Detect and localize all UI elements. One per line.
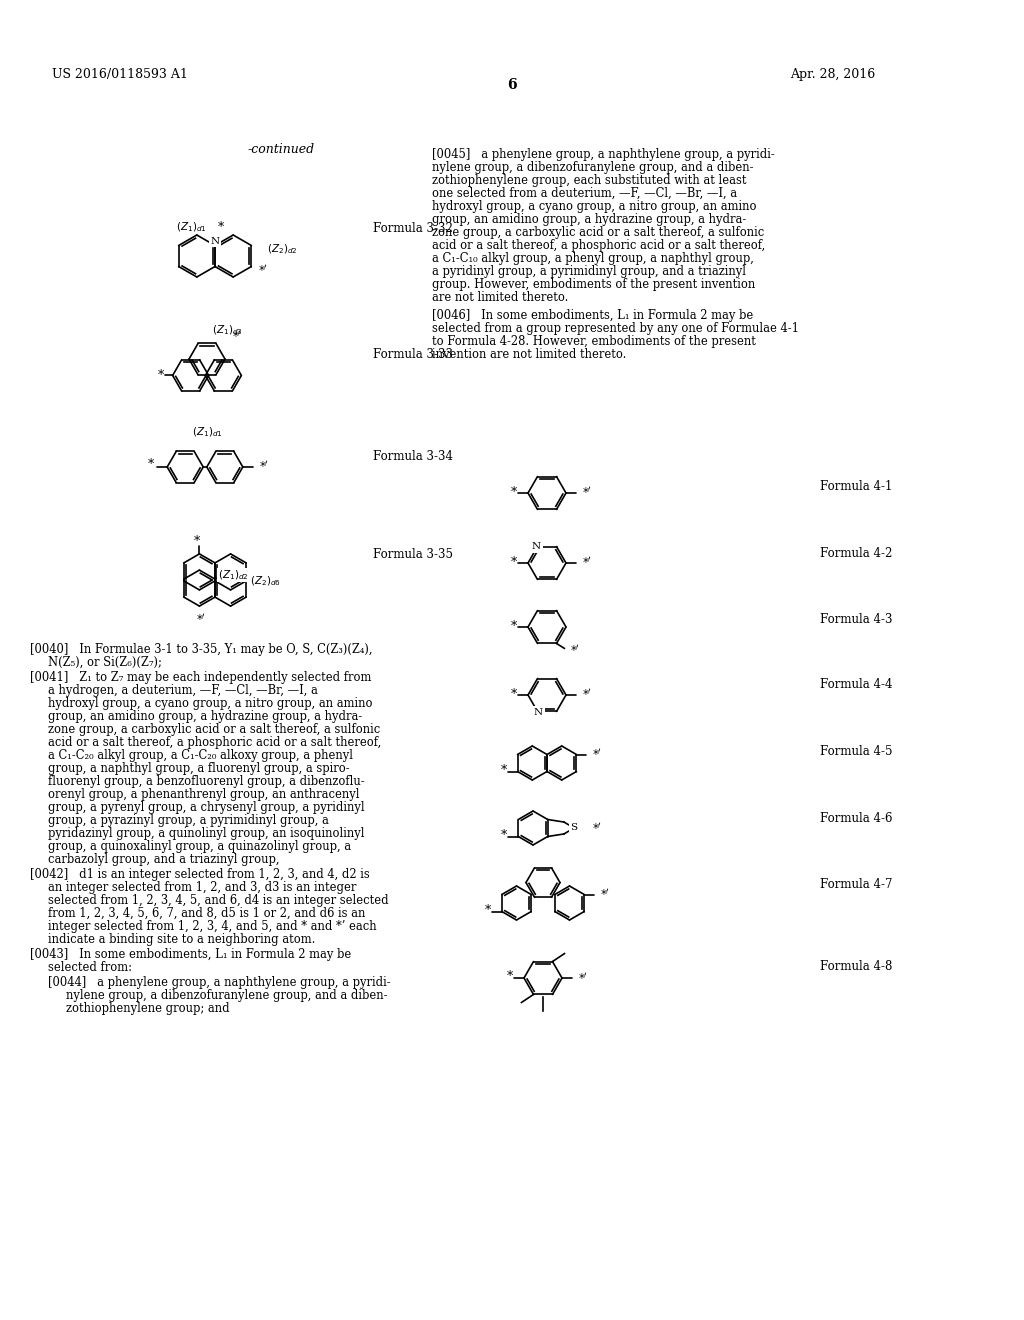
Text: a hydrogen, a deuterium, —F, —Cl, —Br, —I, a: a hydrogen, a deuterium, —F, —Cl, —Br, —… <box>48 684 317 697</box>
Text: *: * <box>501 764 507 777</box>
Text: indicate a binding site to a neighboring atom.: indicate a binding site to a neighboring… <box>48 933 315 946</box>
Text: zothiophenylene group; and: zothiophenylene group; and <box>66 1002 229 1015</box>
Text: *: * <box>511 619 517 632</box>
Text: [0040]   In Formulae 3-1 to 3-35, Y₁ may be O, S, C(Z₃)(Z₄),: [0040] In Formulae 3-1 to 3-35, Y₁ may b… <box>30 643 373 656</box>
Text: selected from:: selected from: <box>48 961 132 974</box>
Text: *: * <box>195 536 201 548</box>
Text: group. However, embodiments of the present invention: group. However, embodiments of the prese… <box>432 279 756 290</box>
Text: acid or a salt thereof, a phosphoric acid or a salt thereof,: acid or a salt thereof, a phosphoric aci… <box>48 737 381 748</box>
Text: Formula 4-8: Formula 4-8 <box>820 960 892 973</box>
Text: *: * <box>507 970 513 983</box>
Text: $(Z_1)_{d3}$: $(Z_1)_{d3}$ <box>212 323 243 337</box>
Text: selected from a group represented by any one of Formulae 4-1: selected from a group represented by any… <box>432 322 799 335</box>
Text: *: * <box>511 556 517 569</box>
Text: acid or a salt thereof, a phosphoric acid or a salt thereof,: acid or a salt thereof, a phosphoric aci… <box>432 239 765 252</box>
Text: $*'$: $*'$ <box>582 486 592 499</box>
Text: US 2016/0118593 A1: US 2016/0118593 A1 <box>52 69 187 81</box>
Text: are not limited thereto.: are not limited thereto. <box>432 290 568 304</box>
Text: to Formula 4-28. However, embodiments of the present: to Formula 4-28. However, embodiments of… <box>432 335 756 348</box>
Text: Formula 4-6: Formula 4-6 <box>820 812 893 825</box>
Text: Formula 3-33: Formula 3-33 <box>373 348 453 360</box>
Text: $*'$: $*'$ <box>582 556 592 569</box>
Text: *: * <box>147 458 155 471</box>
Text: Formula 3-32: Formula 3-32 <box>373 222 453 235</box>
Text: zothiophenylene group, each substituted with at least: zothiophenylene group, each substituted … <box>432 174 746 187</box>
Text: nylene group, a dibenzofuranylene group, and a diben-: nylene group, a dibenzofuranylene group,… <box>66 989 387 1002</box>
Text: $*'$: $*'$ <box>582 688 592 701</box>
Text: $*'$: $*'$ <box>258 263 268 276</box>
Text: a C₁-C₁₀ alkyl group, a phenyl group, a naphthyl group,: a C₁-C₁₀ alkyl group, a phenyl group, a … <box>432 252 754 265</box>
Text: a pyridinyl group, a pyrimidinyl group, and a triazinyl: a pyridinyl group, a pyrimidinyl group, … <box>432 265 746 279</box>
Text: zone group, a carboxylic acid or a salt thereof, a sulfonic: zone group, a carboxylic acid or a salt … <box>432 226 764 239</box>
Text: [0045]   a phenylene group, a naphthylene group, a pyridi-: [0045] a phenylene group, a naphthylene … <box>432 148 775 161</box>
Text: Formula 4-5: Formula 4-5 <box>820 744 893 758</box>
Text: *: * <box>484 904 490 917</box>
Text: *: * <box>511 688 517 701</box>
Text: [0046]   In some embodiments, L₁ in Formula 2 may be: [0046] In some embodiments, L₁ in Formul… <box>432 309 754 322</box>
Text: *: * <box>511 486 517 499</box>
Text: Formula 4-3: Formula 4-3 <box>820 612 893 626</box>
Text: [0041]   Z₁ to Z₇ may be each independently selected from: [0041] Z₁ to Z₇ may be each independentl… <box>30 671 372 684</box>
Text: *: * <box>501 829 508 842</box>
Text: $*'$: $*'$ <box>593 747 602 760</box>
Text: hydroxyl group, a cyano group, a nitro group, an amino: hydroxyl group, a cyano group, a nitro g… <box>48 697 373 710</box>
Text: $*'$: $*'$ <box>197 611 207 624</box>
Text: one selected from a deuterium, —F, —Cl, —Br, —I, a: one selected from a deuterium, —F, —Cl, … <box>432 187 737 201</box>
Text: zone group, a carboxylic acid or a salt thereof, a sulfonic: zone group, a carboxylic acid or a salt … <box>48 723 380 737</box>
Text: an integer selected from 1, 2, and 3, d3 is an integer: an integer selected from 1, 2, and 3, d3… <box>48 880 356 894</box>
Text: Formula 4-7: Formula 4-7 <box>820 878 893 891</box>
Text: $*'$: $*'$ <box>570 643 581 656</box>
Text: Formula 4-4: Formula 4-4 <box>820 678 893 690</box>
Text: $*'$: $*'$ <box>600 887 610 900</box>
Text: S: S <box>570 824 578 833</box>
Text: $(Z_2)_{d6}$: $(Z_2)_{d6}$ <box>250 574 282 587</box>
Text: a C₁-C₂₀ alkyl group, a C₁-C₂₀ alkoxy group, a phenyl: a C₁-C₂₀ alkyl group, a C₁-C₂₀ alkoxy gr… <box>48 748 353 762</box>
Text: 6: 6 <box>507 78 517 92</box>
Text: orenyl group, a phenanthrenyl group, an anthracenyl: orenyl group, a phenanthrenyl group, an … <box>48 788 359 801</box>
Text: Formula 4-2: Formula 4-2 <box>820 546 892 560</box>
Text: -continued: -continued <box>248 143 315 156</box>
Text: group, a quinoxalinyl group, a quinazolinyl group, a: group, a quinoxalinyl group, a quinazoli… <box>48 840 351 853</box>
Text: *: * <box>158 370 164 381</box>
Text: group, a naphthyl group, a fluorenyl group, a spiro-: group, a naphthyl group, a fluorenyl gro… <box>48 762 349 775</box>
Text: N(Z₅), or Si(Z₆)(Z₇);: N(Z₅), or Si(Z₆)(Z₇); <box>48 656 162 669</box>
Text: [0042]   d1 is an integer selected from 1, 2, 3, and 4, d2 is: [0042] d1 is an integer selected from 1,… <box>30 869 370 880</box>
Text: hydroxyl group, a cyano group, a nitro group, an amino: hydroxyl group, a cyano group, a nitro g… <box>432 201 757 213</box>
Text: N: N <box>211 238 219 246</box>
Text: carbazolyl group, and a triazinyl group,: carbazolyl group, and a triazinyl group, <box>48 853 280 866</box>
Text: Formula 3-34: Formula 3-34 <box>373 450 453 463</box>
Text: group, a pyrenyl group, a chrysenyl group, a pyridinyl: group, a pyrenyl group, a chrysenyl grou… <box>48 801 365 814</box>
Text: [0044]   a phenylene group, a naphthylene group, a pyridi-: [0044] a phenylene group, a naphthylene … <box>48 975 390 989</box>
Text: invention are not limited thereto.: invention are not limited thereto. <box>432 348 627 360</box>
Text: group, an amidino group, a hydrazine group, a hydra-: group, an amidino group, a hydrazine gro… <box>48 710 362 723</box>
Text: group, an amidino group, a hydrazine group, a hydra-: group, an amidino group, a hydrazine gro… <box>432 213 746 226</box>
Text: $*'$: $*'$ <box>592 821 602 833</box>
Text: *: * <box>218 220 224 234</box>
Text: N: N <box>534 708 543 717</box>
Text: $(Z_1)_{d1}$: $(Z_1)_{d1}$ <box>191 425 222 440</box>
Text: selected from 1, 2, 3, 4, 5, and 6, d4 is an integer selected: selected from 1, 2, 3, 4, 5, and 6, d4 i… <box>48 894 389 907</box>
Text: [0043]   In some embodiments, L₁ in Formula 2 may be: [0043] In some embodiments, L₁ in Formul… <box>30 948 351 961</box>
Text: integer selected from 1, 2, 3, 4, and 5, and * and *’ each: integer selected from 1, 2, 3, 4, and 5,… <box>48 920 377 933</box>
Text: $(Z_1)_{d1}$: $(Z_1)_{d1}$ <box>176 220 207 234</box>
Text: $(Z_1)_{d2}$: $(Z_1)_{d2}$ <box>218 568 249 582</box>
Text: N: N <box>531 543 541 550</box>
Text: Formula 4-1: Formula 4-1 <box>820 480 892 492</box>
Text: Formula 3-35: Formula 3-35 <box>373 548 453 561</box>
Text: $(Z_2)_{d2}$: $(Z_2)_{d2}$ <box>267 243 298 256</box>
Text: group, a pyrazinyl group, a pyrimidinyl group, a: group, a pyrazinyl group, a pyrimidinyl … <box>48 814 329 828</box>
Text: Apr. 28, 2016: Apr. 28, 2016 <box>790 69 876 81</box>
Text: from 1, 2, 3, 4, 5, 6, 7, and 8, d5 is 1 or 2, and d6 is an: from 1, 2, 3, 4, 5, 6, 7, and 8, d5 is 1… <box>48 907 366 920</box>
Text: pyridazinyl group, a quinolinyl group, an isoquinolinyl: pyridazinyl group, a quinolinyl group, a… <box>48 828 365 840</box>
Text: nylene group, a dibenzofuranylene group, and a diben-: nylene group, a dibenzofuranylene group,… <box>432 161 754 174</box>
Text: $*'$: $*'$ <box>231 329 242 342</box>
Text: $*'$: $*'$ <box>578 970 588 983</box>
Text: fluorenyl group, a benzofluorenyl group, a dibenzoflu-: fluorenyl group, a benzofluorenyl group,… <box>48 775 365 788</box>
Text: $*'$: $*'$ <box>259 458 269 471</box>
